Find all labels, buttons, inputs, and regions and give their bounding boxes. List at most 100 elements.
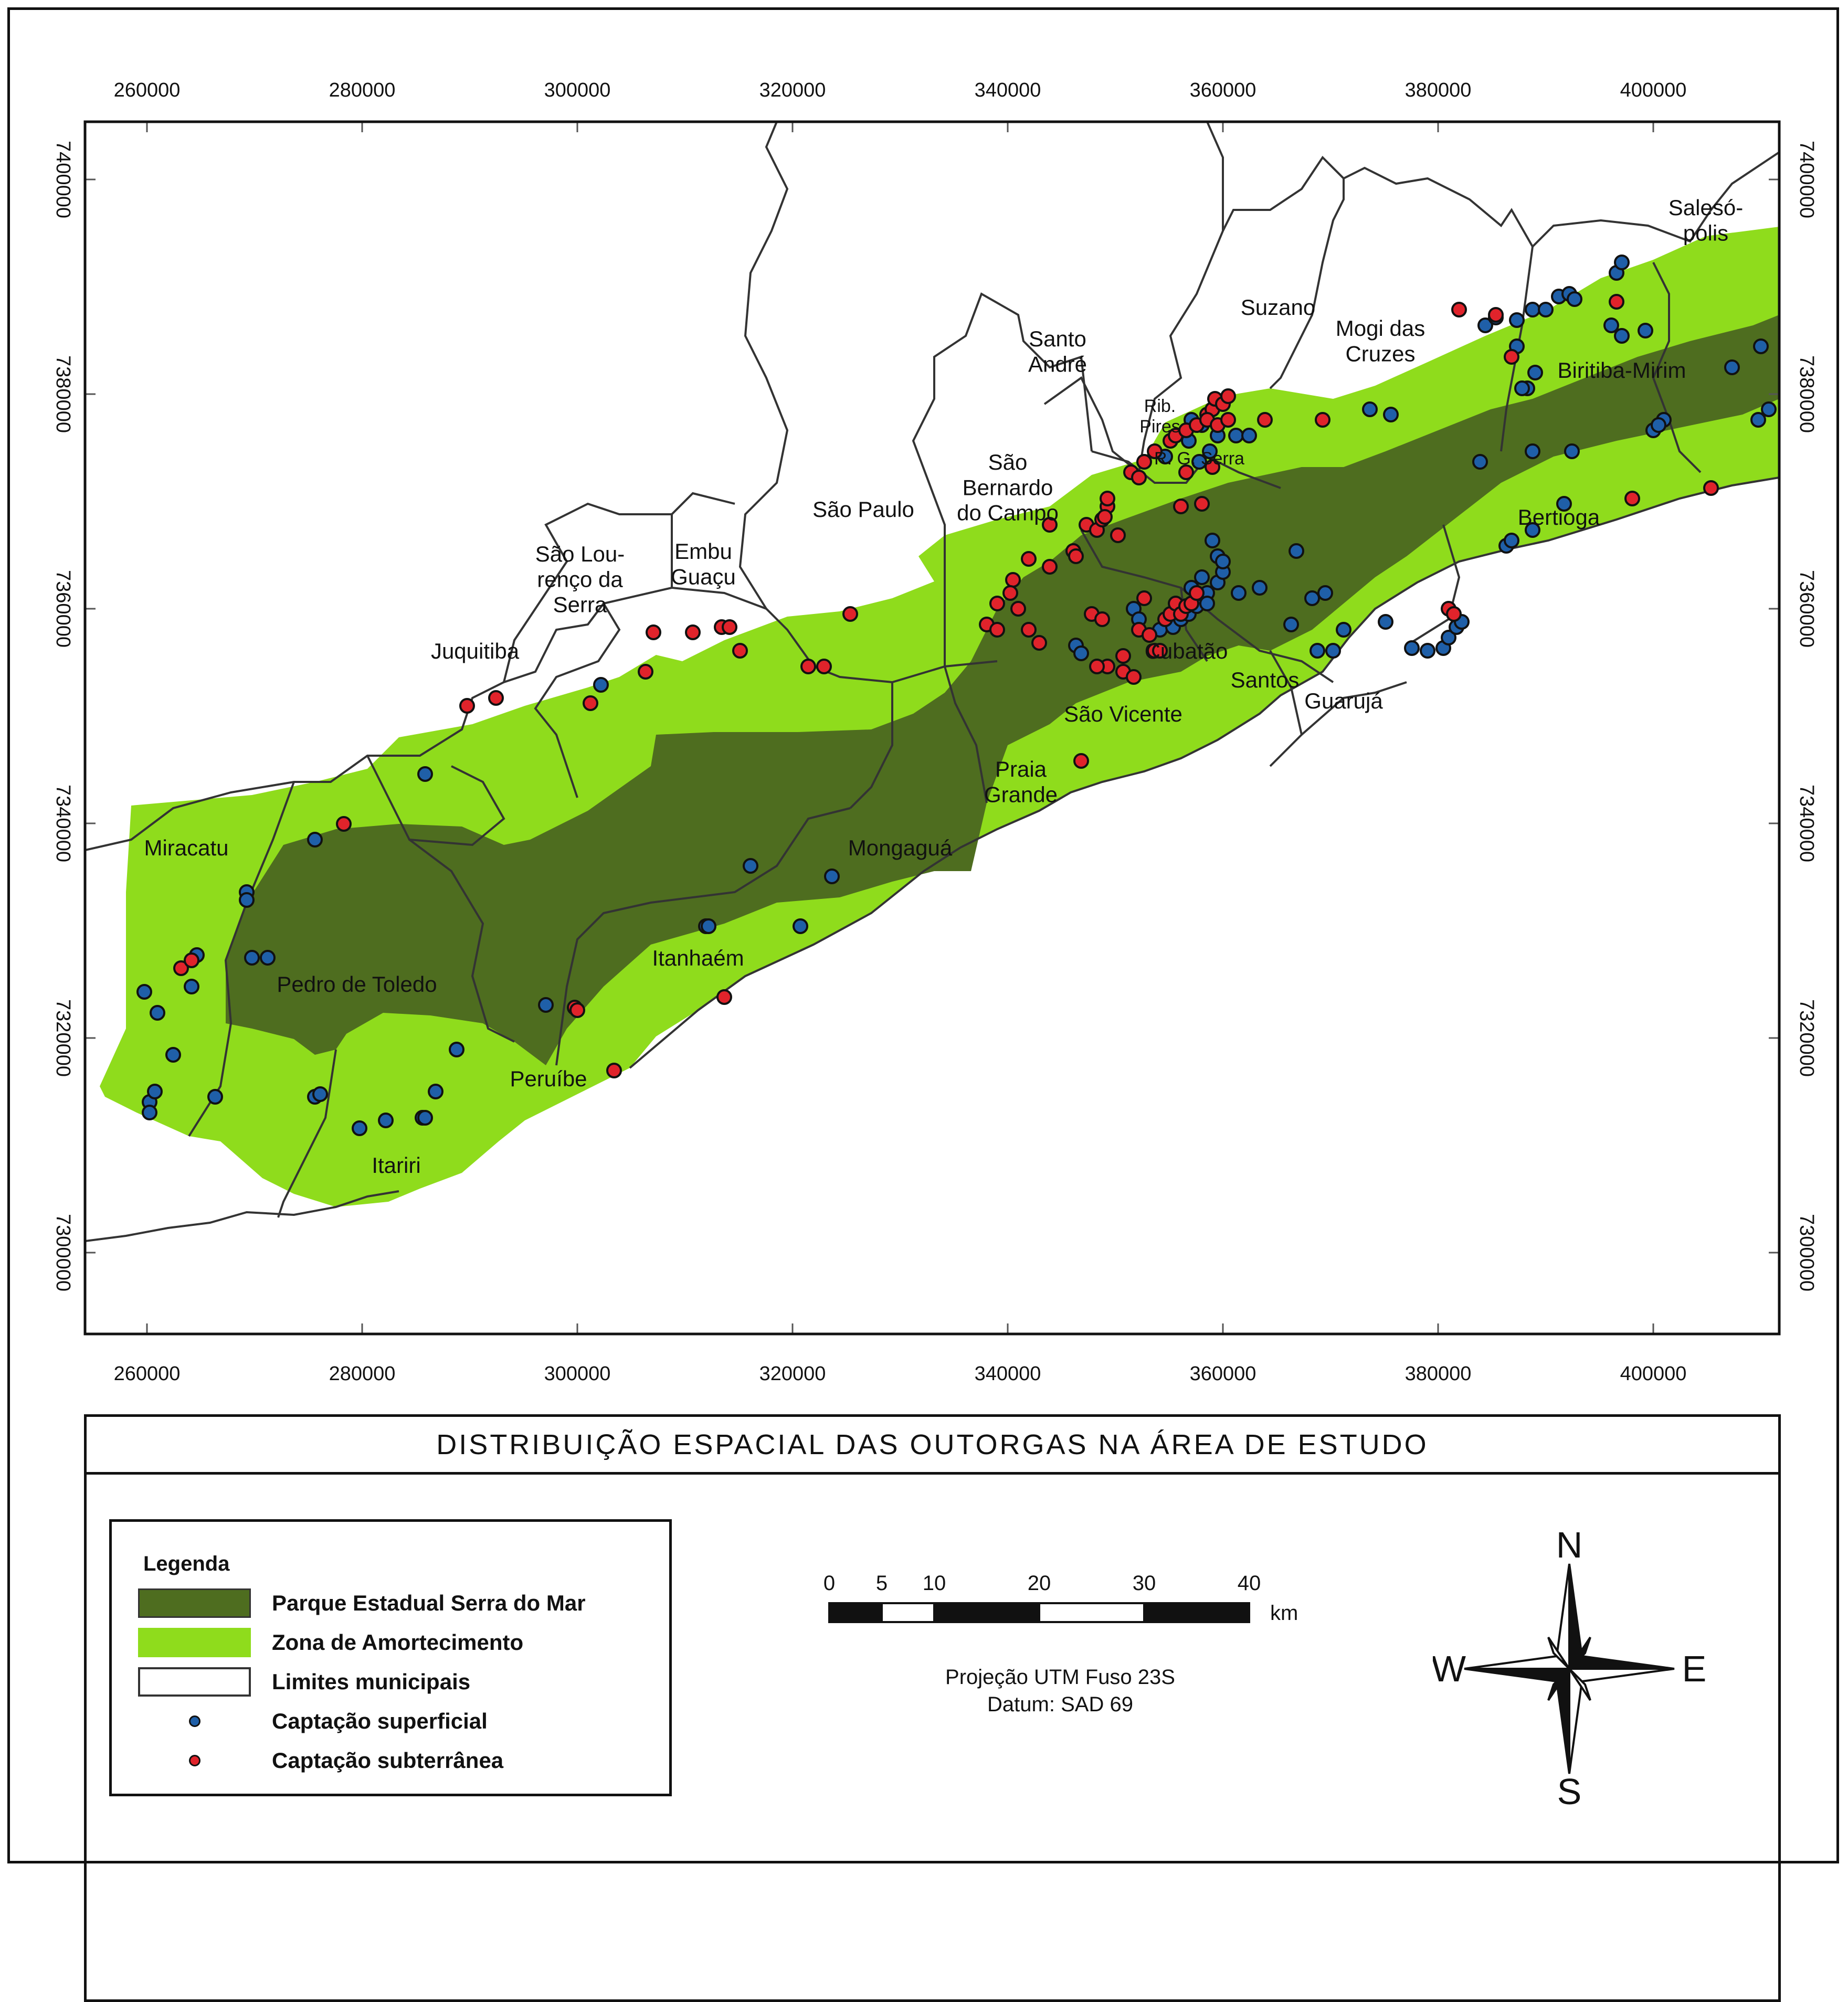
ground-point — [646, 624, 661, 640]
surface-point — [1228, 428, 1244, 443]
place-label-line: Bertioga — [1518, 505, 1600, 529]
surface-point — [1472, 454, 1488, 470]
surface-point — [142, 1105, 157, 1120]
y-tick-label-right: 7340000 — [1796, 785, 1818, 862]
legend-label-ground: Captação subterrânea — [272, 1748, 504, 1773]
legend-label-buffer: Zona de Amortecimento — [272, 1630, 524, 1655]
ground-point — [1189, 585, 1205, 601]
ground-point — [989, 622, 1005, 638]
ground-point — [1042, 559, 1058, 575]
x-tick-label-top: 360000 — [1190, 79, 1256, 101]
surface-point — [150, 1005, 165, 1021]
legend-item-limits: Limites municipais — [138, 1666, 470, 1698]
x-tick-label-top: 340000 — [975, 79, 1041, 101]
ground-point — [1115, 648, 1131, 664]
place-label-line: Embu — [674, 539, 732, 564]
ground-point — [989, 596, 1005, 611]
surface-dot-icon — [188, 1715, 200, 1727]
ground-point — [722, 619, 737, 635]
place-label-line: Miracatu — [144, 835, 228, 860]
limits-swatch — [138, 1667, 251, 1697]
surface-point — [1304, 590, 1320, 606]
surface-point — [312, 1086, 328, 1102]
ground-point — [1031, 635, 1047, 651]
compass-north: N — [1556, 1532, 1583, 1565]
surface-point — [1538, 302, 1554, 317]
place-label-line: São Lou- — [535, 542, 625, 566]
ground-point — [173, 960, 189, 976]
ground-point — [606, 1063, 622, 1078]
ground-point — [1257, 412, 1273, 428]
ground-point — [1315, 412, 1330, 428]
compass-south: S — [1557, 1771, 1582, 1805]
legend-item-park: Parque Estadual Serra do Mar — [138, 1587, 586, 1619]
ground-point — [1042, 517, 1058, 533]
ground-point — [583, 695, 598, 711]
place-label-line: Rib. — [1144, 396, 1176, 416]
surface-point — [244, 950, 260, 966]
surface-point — [1191, 454, 1207, 470]
surface-point — [1194, 569, 1210, 585]
surface-point — [1336, 622, 1351, 638]
surface-point — [1750, 412, 1766, 428]
place-label-bertioga: Bertioga — [1518, 505, 1600, 529]
place-label-itariri: Itariri — [372, 1153, 420, 1178]
ground-point — [1110, 527, 1126, 543]
y-tick-label-right: 7300000 — [1796, 1214, 1818, 1291]
ground-dot-wrap — [138, 1746, 251, 1775]
place-label-embu-guacu: Embu Guaçu — [671, 539, 736, 589]
place-label-sao-lourenco-da-serra: São Lou-renço da Serra — [535, 542, 625, 617]
scale-labels: 0 5 10 20 30 40 — [823, 1572, 1261, 1595]
y-tick-label-left: 7300000 — [52, 1214, 74, 1291]
place-label-line: São — [988, 450, 1028, 474]
place-label-sao-vicente: São Vicente — [1064, 702, 1182, 726]
ground-point — [336, 816, 352, 832]
x-tick-label-bottom: 400000 — [1620, 1363, 1687, 1385]
ground-point — [638, 664, 653, 680]
legend-item-buffer: Zona de Amortecimento — [138, 1627, 523, 1658]
y-tick-label-right: 7400000 — [1796, 141, 1818, 218]
surface-point — [1252, 580, 1268, 596]
compass-east: E — [1682, 1648, 1706, 1689]
place-label-line: Suzano — [1241, 295, 1315, 320]
scale-bar-graphic: 0 5 10 20 30 40 km — [823, 1572, 1298, 1625]
x-tick-label-top: 400000 — [1620, 79, 1687, 101]
surface-point — [1202, 443, 1218, 459]
x-tick-label-top: 260000 — [114, 79, 181, 101]
legend-label-surface: Captação superficial — [272, 1709, 488, 1733]
place-label-line: do Campo — [957, 501, 1059, 525]
surface-point — [165, 1047, 181, 1063]
map-frame — [83, 120, 1781, 1336]
scale-label: 10 — [923, 1572, 946, 1595]
surface-point — [1378, 614, 1393, 630]
place-label-line: renço da — [537, 567, 623, 591]
place-label-line: Grande — [984, 782, 1058, 807]
place-label-line: São Paulo — [812, 497, 914, 522]
place-label-line: Itanhaém — [652, 946, 744, 970]
x-tick-label-bottom: 320000 — [759, 1363, 826, 1385]
place-label-suzano: Suzano — [1241, 295, 1315, 320]
surface-point — [1753, 338, 1769, 354]
place-label-sao-paulo: São Paulo — [812, 497, 914, 522]
datum-line: Datum: SAD 69 — [987, 1693, 1133, 1716]
surface-dot-wrap — [138, 1707, 251, 1736]
place-label-line: Cruzes — [1345, 341, 1415, 366]
place-label-santos: Santos — [1231, 668, 1300, 692]
legend-panel: DISTRIBUIÇÃO ESPACIAL DAS OUTORGAS NA ÁR… — [84, 1414, 1781, 2002]
ground-point — [1073, 753, 1089, 769]
place-label-pedro-de-toledo: Pedro de Toledo — [277, 972, 437, 997]
surface-point — [1325, 643, 1341, 659]
ground-dot-icon — [188, 1755, 200, 1766]
scale-segment — [933, 1602, 1040, 1623]
place-label-itanhaem: Itanhaém — [652, 946, 744, 970]
ground-point — [1089, 659, 1105, 674]
ground-point — [1147, 443, 1163, 459]
surface-point — [593, 677, 609, 693]
projection-info: Projeção UTM Fuso 23S Datum: SAD 69 — [840, 1664, 1281, 1718]
ground-point — [1100, 491, 1115, 506]
scale-label: 5 — [876, 1572, 888, 1595]
place-label-line: Itariri — [372, 1153, 420, 1178]
scale-segment — [1143, 1602, 1250, 1623]
scale-label: 0 — [823, 1572, 835, 1595]
surface-point — [184, 979, 199, 994]
